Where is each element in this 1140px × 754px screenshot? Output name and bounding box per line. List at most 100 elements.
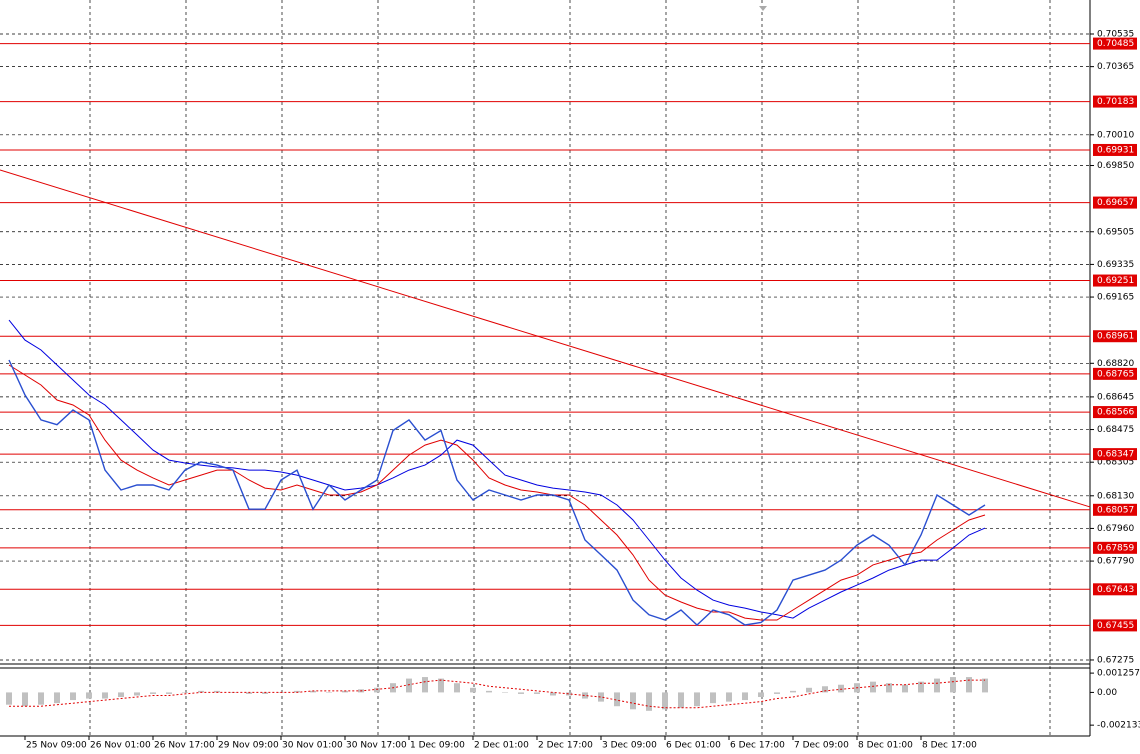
x-tick-label: 6 Dec 17:00 (730, 741, 785, 751)
histogram-bar (566, 692, 572, 696)
x-tick-label: 30 Nov 17:00 (346, 741, 407, 751)
x-tick-label: 30 Nov 01:00 (282, 741, 343, 751)
y-tick-label: 0.68820 (1097, 359, 1134, 369)
y-tick-label: 0.69505 (1097, 227, 1134, 237)
level-label: 0.67643 (1097, 585, 1134, 595)
y-tick-label: 0.70010 (1097, 130, 1134, 140)
histogram-bar (38, 692, 44, 705)
histogram-bar (70, 692, 76, 701)
y-tick-label: 0.69850 (1097, 161, 1134, 171)
level-label-box (1093, 330, 1137, 343)
y-tick-label: 0.67790 (1097, 557, 1134, 567)
level-label-box (1093, 274, 1137, 287)
histogram-bar (6, 692, 12, 705)
x-tick-label: 29 Nov 09:00 (218, 741, 279, 751)
histogram-bar (198, 690, 204, 693)
level-label: 0.69657 (1097, 198, 1134, 208)
histogram-bar (454, 683, 460, 693)
histogram-bar (806, 687, 812, 693)
x-tick-label: 6 Dec 01:00 (666, 741, 721, 751)
level-label-box (1093, 541, 1137, 554)
histogram-bar (406, 678, 412, 693)
histogram-bar (310, 690, 316, 693)
histogram-bar (646, 692, 652, 711)
x-tick-label: 1 Dec 09:00 (410, 741, 465, 751)
x-tick-label: 3 Dec 09:00 (602, 741, 657, 751)
level-label-box (1093, 583, 1137, 596)
level-label: 0.68347 (1097, 450, 1134, 460)
histogram-bar (534, 692, 540, 694)
histogram-bar (502, 692, 508, 693)
y-tick-label: -0.002133 (1097, 721, 1140, 731)
level-label-box (1093, 503, 1137, 516)
histogram-bar (342, 690, 348, 693)
histogram-bar (742, 692, 748, 701)
signal-line (9, 679, 985, 709)
histogram-bar (870, 681, 876, 693)
trend-line (0, 169, 1091, 508)
histogram-bar (246, 692, 252, 694)
histogram-bar (294, 690, 300, 693)
histogram-bar (790, 690, 796, 693)
level-label: 0.70183 (1097, 97, 1134, 107)
histogram-bar (774, 692, 780, 694)
level-label-box (1093, 367, 1137, 380)
histogram-bar (102, 692, 108, 699)
histogram-bar (982, 678, 988, 693)
histogram-bar (326, 692, 332, 693)
level-label: 0.67859 (1097, 543, 1134, 553)
y-tick-label: 0.70365 (1097, 62, 1134, 72)
level-label: 0.68566 (1097, 408, 1134, 418)
histogram-bar (710, 692, 716, 704)
histogram-bar (22, 692, 28, 707)
y-tick-label: 0.68475 (1097, 425, 1134, 435)
y-tick-label: 0.70535 (1097, 29, 1134, 39)
histogram-bar (614, 692, 620, 707)
histogram-bar (758, 692, 764, 698)
histogram-bar (262, 692, 268, 694)
y-tick-label: 0.67275 (1097, 655, 1134, 665)
x-tick-label: 2 Dec 01:00 (474, 741, 529, 751)
histogram-bar (470, 687, 476, 693)
histogram-bar (550, 692, 556, 696)
histogram-bar (422, 677, 428, 693)
level-label: 0.68961 (1097, 332, 1134, 342)
histogram-bar (966, 677, 972, 693)
y-tick-label: 0.69165 (1097, 293, 1134, 303)
histogram-bar (838, 684, 844, 693)
histogram-bar (486, 690, 492, 693)
x-tick-label: 25 Nov 09:00 (26, 741, 87, 751)
level-label-box (1093, 619, 1137, 632)
histogram-bar (86, 692, 92, 699)
price-line (8, 359, 986, 626)
histogram-bar (950, 677, 956, 693)
x-tick-label: 26 Nov 01:00 (90, 741, 151, 751)
y-tick-label: 0.68130 (1097, 491, 1134, 501)
x-tick-label: 8 Dec 01:00 (858, 741, 913, 751)
y-tick-label: 0.67960 (1097, 524, 1134, 534)
moving-average (8, 319, 986, 619)
level-label-box (1093, 448, 1137, 461)
level-label: 0.69251 (1097, 276, 1134, 286)
histogram-bar (662, 692, 668, 710)
y-tick-label: 0.68645 (1097, 392, 1134, 402)
histogram-bar (582, 692, 588, 699)
histogram-bar (118, 692, 124, 698)
level-label-box (1093, 196, 1137, 209)
histogram-bar (518, 692, 524, 694)
histogram-bar (182, 692, 188, 693)
histogram-bar (918, 681, 924, 693)
shift-marker (759, 6, 767, 11)
histogram-bar (726, 692, 732, 702)
histogram-bar (886, 683, 892, 693)
x-tick-label: 8 Dec 17:00 (922, 741, 977, 751)
level-label: 0.70485 (1097, 39, 1134, 49)
histogram-bar (438, 678, 444, 693)
level-label-box (1093, 95, 1137, 108)
histogram-bar (678, 692, 684, 708)
level-label-box (1093, 37, 1137, 50)
y-tick-label: 0.69335 (1097, 260, 1134, 270)
level-label-box (1093, 143, 1137, 156)
